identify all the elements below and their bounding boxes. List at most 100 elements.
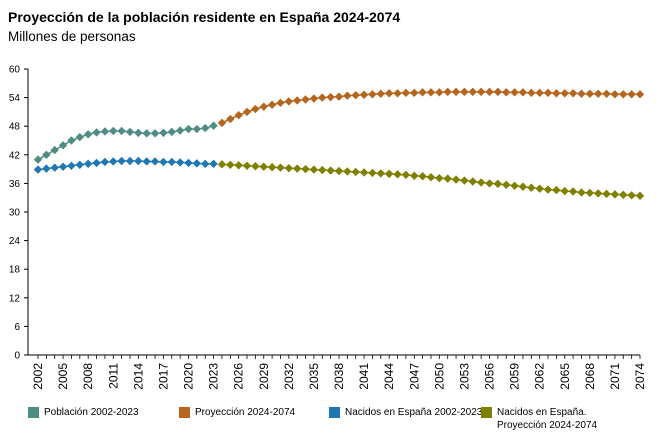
data-point bbox=[368, 168, 377, 178]
data-point bbox=[393, 89, 402, 98]
data-point bbox=[100, 157, 110, 167]
data-point bbox=[577, 188, 586, 197]
data-point bbox=[343, 167, 352, 176]
x-tick-label: 2038 bbox=[332, 363, 346, 390]
data-point bbox=[468, 87, 477, 97]
data-point bbox=[217, 118, 227, 128]
data-point bbox=[134, 128, 143, 138]
data-point bbox=[201, 159, 210, 169]
data-point bbox=[42, 150, 51, 159]
data-point bbox=[58, 162, 68, 171]
x-tick-label: 2056 bbox=[483, 363, 497, 390]
data-point bbox=[318, 93, 327, 102]
data-point bbox=[109, 157, 118, 166]
data-point bbox=[610, 190, 620, 199]
data-point bbox=[568, 89, 578, 98]
data-point bbox=[150, 129, 160, 138]
data-point bbox=[251, 104, 260, 114]
data-point bbox=[443, 87, 452, 97]
data-point bbox=[226, 114, 235, 124]
data-point bbox=[201, 123, 210, 133]
data-point bbox=[217, 160, 227, 169]
data-point bbox=[568, 187, 578, 196]
data-point bbox=[276, 163, 285, 172]
data-point bbox=[443, 174, 452, 183]
data-point bbox=[292, 164, 302, 173]
x-tick-label: 2014 bbox=[131, 363, 145, 390]
data-point bbox=[510, 88, 519, 97]
legend-item: Población 2002-2023 bbox=[28, 406, 139, 419]
data-point bbox=[318, 165, 327, 175]
data-point bbox=[518, 88, 528, 97]
data-point bbox=[627, 191, 636, 200]
data-point bbox=[192, 124, 202, 134]
data-point bbox=[284, 97, 294, 106]
data-point bbox=[619, 90, 628, 99]
legend-item: Nacidos en España 2002-2023 bbox=[329, 406, 482, 419]
data-point bbox=[619, 190, 628, 200]
x-tick-label: 2008 bbox=[81, 363, 95, 390]
y-tick-label: 6 bbox=[14, 322, 20, 333]
data-point bbox=[510, 181, 519, 190]
data-point bbox=[543, 185, 553, 194]
data-point bbox=[67, 161, 76, 170]
series-2 bbox=[217, 87, 645, 128]
x-tick-label: 2071 bbox=[608, 363, 622, 390]
data-point bbox=[334, 92, 344, 101]
data-point bbox=[384, 89, 394, 98]
data-point bbox=[75, 132, 85, 142]
y-tick-label: 42 bbox=[9, 150, 21, 161]
data-point bbox=[50, 163, 59, 172]
data-point bbox=[485, 179, 494, 188]
data-point bbox=[410, 171, 419, 180]
data-point bbox=[359, 90, 369, 99]
data-point bbox=[292, 96, 302, 105]
y-tick-label: 24 bbox=[9, 236, 21, 247]
legend-label: Nacidos en España. Proyección 2024-2074 bbox=[497, 407, 598, 431]
x-tick-label: 2026 bbox=[232, 363, 246, 390]
data-point bbox=[301, 164, 310, 174]
data-point bbox=[560, 186, 569, 196]
data-point bbox=[159, 128, 168, 138]
data-point bbox=[552, 89, 561, 98]
data-point bbox=[560, 89, 569, 98]
data-point bbox=[460, 87, 469, 97]
data-point bbox=[259, 102, 268, 111]
x-tick-label: 2074 bbox=[633, 363, 647, 390]
data-point bbox=[334, 166, 344, 176]
data-point bbox=[502, 88, 511, 97]
data-point bbox=[267, 100, 277, 109]
data-point bbox=[142, 157, 151, 166]
data-point bbox=[593, 89, 603, 98]
legend-item: Proyección 2024-2074 bbox=[179, 406, 295, 419]
data-point bbox=[393, 170, 402, 179]
series-layer bbox=[33, 87, 645, 200]
data-point bbox=[75, 160, 85, 170]
x-tick-label: 2059 bbox=[508, 363, 522, 390]
data-point bbox=[351, 167, 360, 177]
data-point bbox=[276, 98, 285, 108]
data-point bbox=[610, 90, 620, 99]
data-point bbox=[117, 156, 126, 166]
data-point bbox=[635, 191, 645, 200]
data-point bbox=[535, 184, 544, 193]
x-tick-label: 2002 bbox=[31, 363, 45, 390]
data-point bbox=[159, 157, 168, 167]
data-point bbox=[83, 159, 93, 169]
data-point bbox=[602, 189, 611, 199]
data-point bbox=[234, 161, 243, 170]
legend-swatch bbox=[481, 407, 492, 418]
data-point bbox=[368, 90, 377, 99]
line-chart: 0 6 12 18 24 30 36 42 48 54 60 2002 2005 2008 2011 2014… bbox=[9, 65, 647, 390]
data-point bbox=[384, 169, 394, 179]
legend-swatch bbox=[179, 407, 190, 418]
data-point bbox=[125, 156, 135, 166]
data-point bbox=[226, 160, 235, 170]
series-line bbox=[37, 125, 214, 161]
data-point bbox=[175, 158, 185, 167]
data-point bbox=[401, 170, 411, 180]
data-point bbox=[42, 164, 51, 173]
x-tick-label: 2011 bbox=[106, 363, 120, 389]
data-point bbox=[150, 157, 160, 166]
data-point bbox=[67, 136, 76, 145]
